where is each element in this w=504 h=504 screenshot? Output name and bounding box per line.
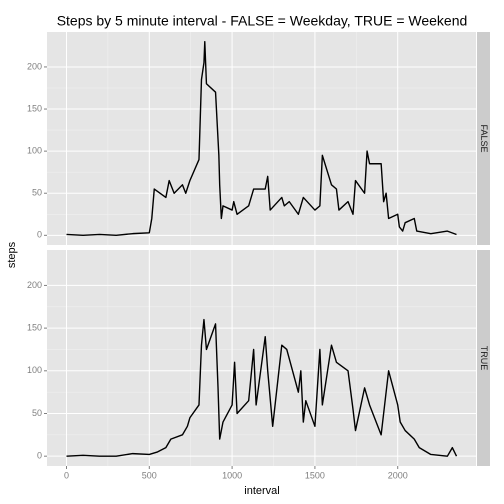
data-line xyxy=(66,40,457,237)
panel-background xyxy=(47,32,476,245)
x-axis-label: interval xyxy=(244,485,279,497)
y-tick-label: 200 xyxy=(27,280,42,290)
y-tick-label: 50 xyxy=(32,408,42,418)
strip-label: FALSE xyxy=(479,124,489,152)
y-tick-label: 50 xyxy=(32,188,42,198)
x-tick-label: 500 xyxy=(142,470,157,480)
panel-background xyxy=(47,250,476,466)
chart-title: Steps by 5 minute interval - FALSE = Wee… xyxy=(57,13,468,29)
x-tick-label: 2000 xyxy=(388,470,408,480)
y-tick-label: 100 xyxy=(27,365,42,375)
y-tick-label: 150 xyxy=(27,322,42,332)
y-tick-label: 150 xyxy=(27,103,42,113)
y-tick-label: 0 xyxy=(37,451,42,461)
x-tick-label: 1000 xyxy=(222,470,242,480)
strip-background xyxy=(477,32,490,245)
y-tick-label: 100 xyxy=(27,146,42,156)
y-tick-label: 0 xyxy=(37,230,42,240)
x-tick-label: 0 xyxy=(64,470,69,480)
x-tick-label: 1500 xyxy=(305,470,325,480)
data-line xyxy=(66,318,458,457)
strip-label: TRUE xyxy=(479,346,489,371)
y-tick-label: 200 xyxy=(27,61,42,71)
strip-background xyxy=(477,250,490,466)
y-axis-label: steps xyxy=(6,241,18,268)
